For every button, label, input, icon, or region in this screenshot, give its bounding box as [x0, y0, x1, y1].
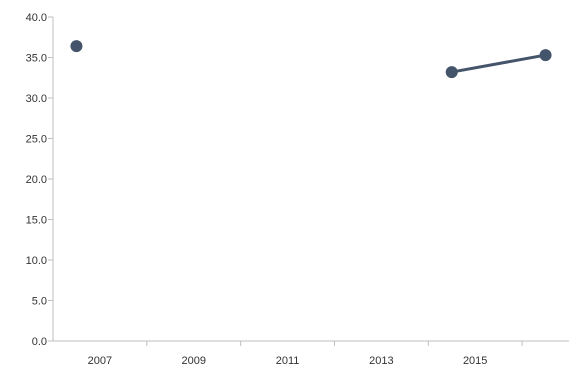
data-point	[70, 40, 83, 53]
y-tick-label: 15.0	[26, 215, 47, 227]
y-tick-label: 10.0	[26, 255, 47, 267]
y-tick-label: 20.0	[26, 174, 47, 186]
data-point	[539, 49, 552, 62]
data-point	[445, 66, 458, 79]
x-tick-label: 2011	[276, 355, 300, 366]
y-tick-label: 35.0	[26, 53, 47, 65]
x-tick-label: 2013	[369, 355, 393, 366]
x-tick-label: 2009	[181, 355, 205, 366]
series-layer	[70, 40, 552, 79]
y-axis-ticks: 0.0 5.0 10.0 15.0 20.0 25.0 30.0 35.0 40.0	[26, 12, 53, 348]
y-tick-label: 0.0	[32, 336, 47, 348]
x-tick-label: 2007	[88, 355, 112, 366]
series-line-segment	[450, 53, 548, 74]
y-tick-label: 30.0	[26, 93, 47, 105]
y-tick-label: 5.0	[32, 296, 47, 308]
y-tick-label: 40.0	[26, 12, 47, 24]
y-tick-label: 25.0	[26, 134, 47, 146]
x-tick-label: 2015	[463, 355, 487, 366]
x-axis-ticks: 2007 2009 2011 2013 2015	[88, 341, 523, 366]
